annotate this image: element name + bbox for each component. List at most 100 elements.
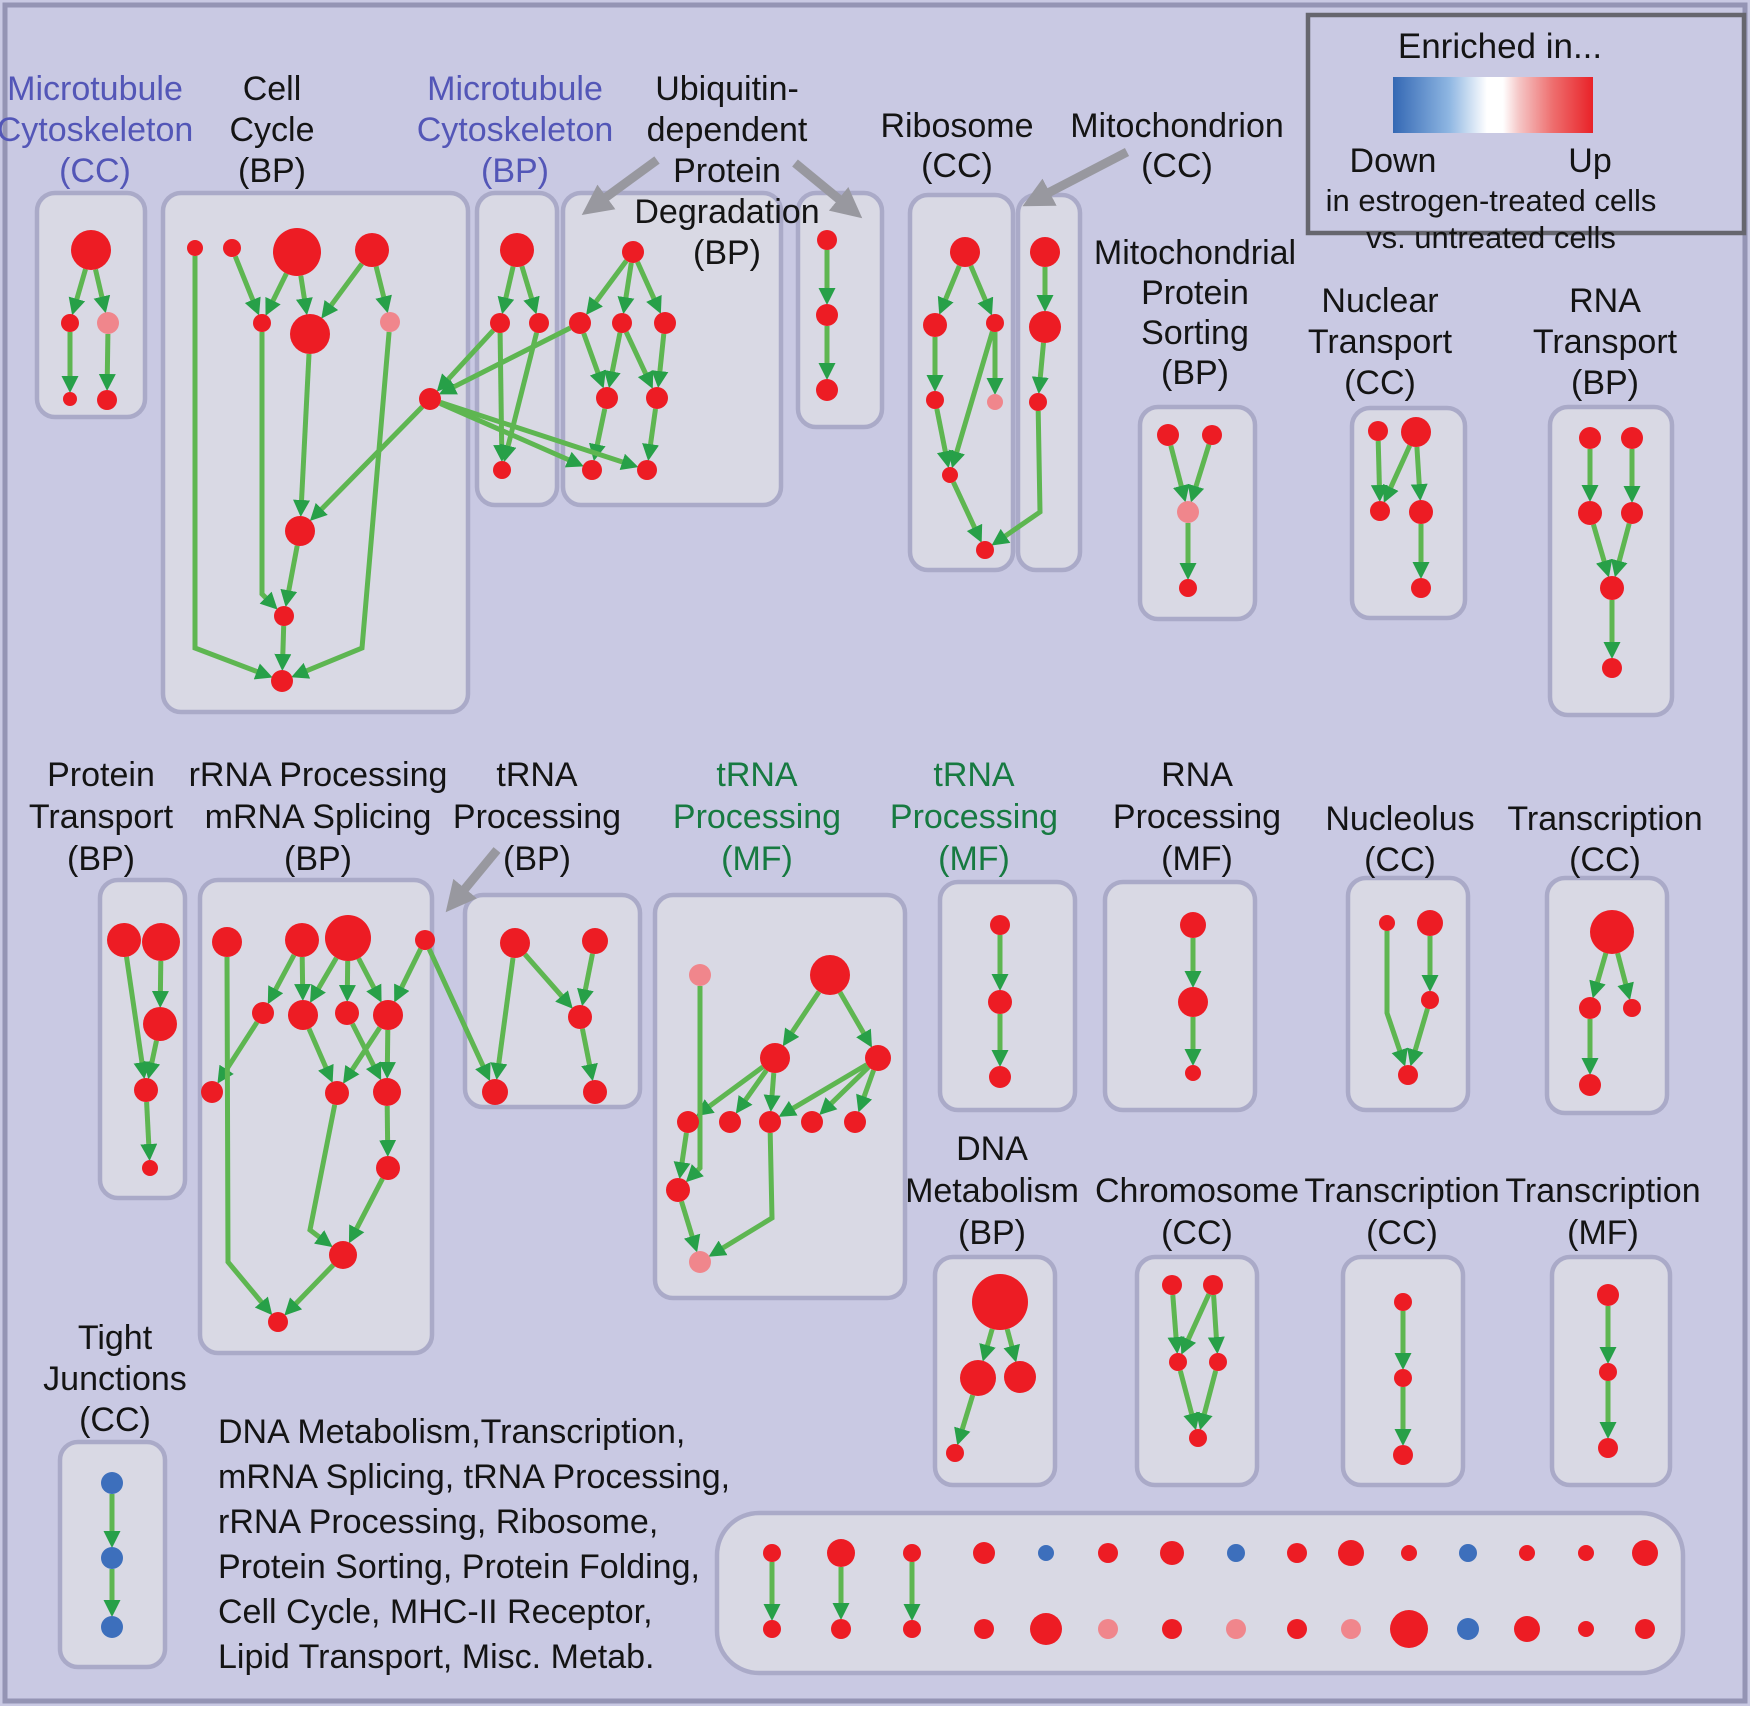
go-node-transc-cc2-3 — [1579, 1074, 1601, 1096]
relation-edge — [1384, 931, 1408, 1067]
go-node-trna-mf1-5 — [719, 1111, 741, 1133]
relation-edge — [68, 268, 88, 316]
cluster-label: Chromosome — [1095, 1172, 1299, 1210]
go-node-misc-9 — [1030, 1613, 1062, 1645]
relation-edge — [579, 1028, 598, 1082]
go-node-dna-metab-3 — [946, 1444, 964, 1462]
cluster-label: Protein — [673, 152, 781, 190]
pointer-arrow — [792, 159, 863, 219]
go-node-rrna-9 — [325, 1081, 349, 1105]
cluster-label: (CC) — [59, 152, 131, 190]
pointer-arrow — [445, 847, 501, 913]
cluster-box-misc — [714, 1510, 1686, 1676]
cluster-label: (BP) — [238, 152, 306, 190]
go-node-misc-7 — [974, 1619, 994, 1639]
go-node-mt-bp-0 — [500, 233, 534, 267]
relation-edge — [934, 408, 954, 469]
caption-line: Protein Sorting, Protein Folding, — [218, 1548, 700, 1586]
go-node-nucleolus-0 — [1379, 915, 1395, 931]
go-node-trna-mf2-0 — [990, 915, 1010, 935]
cluster-label: DNA — [956, 1130, 1028, 1168]
legend-subtitle-2: vs. untreated cells — [1366, 220, 1616, 255]
go-node-trna-mf1-2 — [760, 1043, 790, 1073]
relation-edge — [307, 1104, 338, 1248]
go-node-misc-23 — [1457, 1618, 1479, 1640]
go-node-transc-mf-1 — [1599, 1363, 1617, 1381]
relation-edge — [577, 953, 595, 1007]
go-node-ribo-4 — [987, 394, 1003, 410]
cluster-label: (BP) — [284, 840, 352, 878]
relation-edge — [623, 331, 654, 389]
go-node-transc-cc2-2 — [1623, 999, 1641, 1017]
cluster-label: Ribosome — [880, 107, 1033, 145]
go-node-cell-cycle-9 — [274, 606, 294, 626]
relation-edge — [493, 332, 511, 462]
relation-edge — [394, 947, 423, 1003]
relation-edge — [93, 268, 111, 314]
cluster-label: (CC) — [1141, 147, 1213, 185]
go-node-misc-14 — [1227, 1544, 1245, 1562]
go-node-misc-20 — [1401, 1545, 1417, 1561]
go-node-ubiq1-3 — [654, 312, 676, 334]
cluster-label: Processing — [1113, 798, 1281, 836]
cluster-label: (CC) — [1569, 841, 1641, 879]
go-node-misc-3 — [831, 1619, 851, 1639]
relation-edge — [763, 1072, 781, 1113]
relation-edge — [232, 255, 261, 316]
go-node-ubiq1-4 — [596, 387, 618, 409]
cluster-label: (BP) — [1161, 354, 1229, 392]
go-node-nucleolus-2 — [1421, 991, 1439, 1009]
go-node-rnatrans-5 — [1602, 658, 1622, 678]
cluster-label: Mitochondrion — [1070, 107, 1284, 145]
go-node-rrna-8 — [201, 1081, 223, 1103]
go-node-misc-21 — [1390, 1610, 1428, 1648]
cluster-label: Degradation — [634, 193, 819, 231]
go-node-misc-6 — [973, 1542, 995, 1564]
legend-title: Enriched in... — [1398, 27, 1602, 66]
relation-edge — [1177, 1370, 1200, 1431]
cluster-box-trna-mf1 — [652, 892, 908, 1301]
relation-edge — [1407, 1007, 1430, 1067]
go-node-mt-cc-1 — [61, 314, 79, 332]
cluster-label: (CC) — [1366, 1214, 1438, 1252]
cluster-label: tRNA — [716, 756, 798, 794]
go-node-trna-mf1-0 — [689, 964, 711, 986]
cluster-label: RNA — [1569, 282, 1641, 320]
go-node-mt-cc-0 — [71, 230, 111, 270]
go-node-misc-18 — [1338, 1540, 1364, 1566]
caption-line: DNA Metabolism,Transcription, — [218, 1413, 685, 1451]
cluster-label: Processing — [673, 798, 841, 836]
cluster-label: Transcription — [1304, 1172, 1499, 1210]
relation-edge — [937, 264, 962, 315]
go-node-transc-cc2-0 — [1590, 910, 1634, 954]
relation-edge — [321, 262, 364, 319]
relation-edge — [837, 991, 873, 1048]
go-node-ubiq2-1 — [816, 304, 838, 326]
relation-edge — [603, 332, 623, 389]
relation-edge — [1180, 1293, 1212, 1355]
cluster-box-cell-cycle — [160, 190, 471, 715]
cluster-label: (BP) — [1571, 364, 1639, 402]
cluster-label: (BP) — [693, 234, 761, 272]
pointer-arrow — [581, 156, 660, 215]
relation-edge — [968, 264, 994, 316]
go-node-ubiq1-1 — [569, 312, 591, 334]
legend-subtitle-1: in estrogen-treated cells — [1326, 183, 1657, 218]
go-node-cell-cycle-1 — [223, 239, 241, 257]
cluster-label: Transport — [1533, 323, 1678, 361]
relation-edge — [679, 1200, 701, 1253]
relation-edge — [651, 333, 669, 389]
go-node-transc-cc2-1 — [1579, 997, 1601, 1019]
cluster-box-nucleolus — [1345, 875, 1471, 1113]
relation-edge — [819, 1065, 871, 1116]
cluster-label: Transport — [29, 798, 174, 836]
relation-edge — [284, 1263, 336, 1316]
relation-edge — [1207, 1294, 1225, 1355]
relation-edge — [438, 325, 572, 395]
relation-edge — [856, 1069, 876, 1113]
relation-edge — [309, 405, 425, 522]
go-node-misc-5 — [903, 1620, 921, 1638]
go-node-chromosome-1 — [1203, 1275, 1223, 1295]
relation-edge — [306, 1027, 334, 1083]
relation-edge — [1168, 444, 1190, 503]
